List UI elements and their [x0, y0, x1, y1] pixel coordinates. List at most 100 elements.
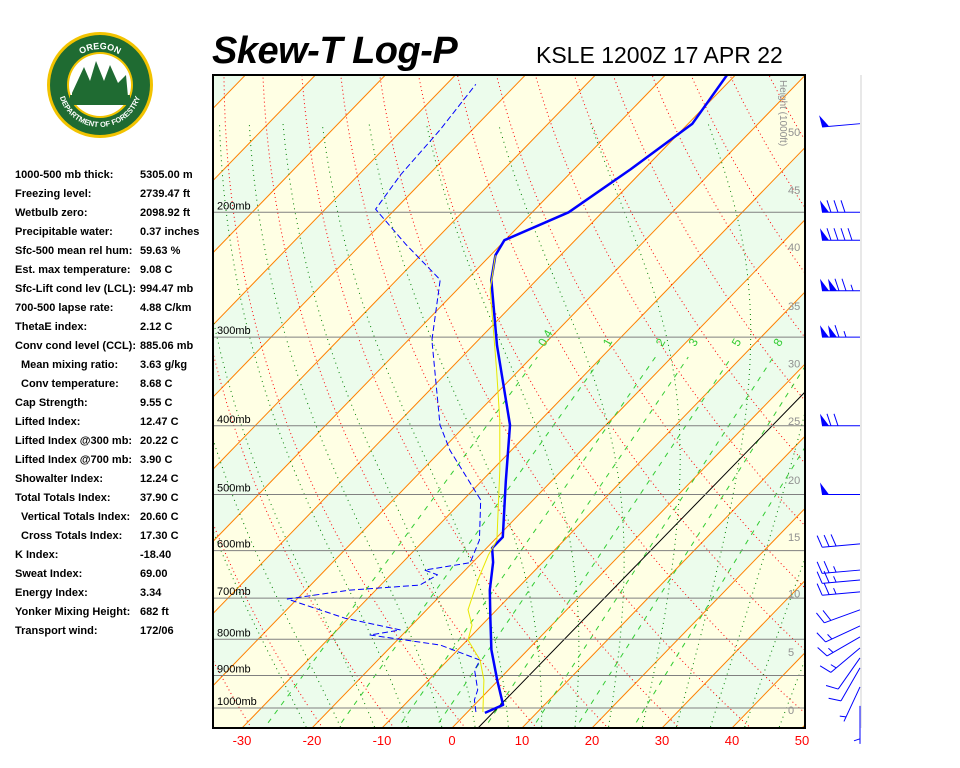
isotherm-line: [213, 75, 667, 543]
stat-label: Vertical Totals Index:: [21, 511, 131, 523]
wind-barb-staff: [822, 579, 861, 584]
stat-label: Mean mixing ratio:: [21, 359, 119, 371]
stat-row: Est. max temperature: 9.08 C: [15, 264, 215, 283]
wind-barb-half-feather: [833, 576, 837, 583]
pressure-label: 400mb: [217, 414, 251, 426]
wind-barb: [820, 482, 860, 496]
dry-adiabat: [651, 75, 805, 339]
stat-row: 700-500 lapse rate: 4.88 C/km: [15, 302, 215, 321]
stat-row: Mean mixing ratio: 3.63 g/kg: [15, 359, 215, 378]
stat-value: 994.47 mb: [140, 283, 194, 295]
station-time-label: KSLE 1200Z 17 APR 22: [536, 42, 783, 68]
stat-label: Lifted Index:: [15, 416, 81, 428]
stat-label: Yonker Mixing Height:: [15, 606, 131, 618]
wind-barb-pennant: [820, 200, 829, 213]
wind-barb-half-feather: [830, 664, 837, 669]
stat-row: Sfc-Lift cond lev (LCL): 994.47 mb: [15, 283, 215, 302]
wind-barb-staff: [830, 647, 861, 673]
wind-barb: [820, 413, 860, 427]
wind-barb-staff: [822, 591, 861, 596]
wind-barb: [820, 200, 860, 213]
isotherm-line: [241, 146, 805, 728]
temperature-tick-label: 40: [725, 733, 739, 748]
stat-label: Energy Index:: [15, 587, 88, 599]
stat-row: Cap Strength: 9.55 C: [15, 397, 215, 416]
wind-barb: [820, 278, 860, 292]
wind-barb-pennant: [828, 278, 837, 291]
wind-barb-feather: [819, 665, 832, 673]
stat-row: Sfc-500 mean rel hum: 59.63 %: [15, 245, 215, 264]
height-label: 25: [788, 416, 800, 428]
stat-row: Yonker Mixing Height: 682 ft: [15, 606, 215, 625]
stat-label: Showalter Index:: [15, 473, 104, 485]
wind-barb-half-feather: [828, 647, 834, 653]
wind-barb-pennant: [820, 413, 829, 426]
stat-label: Freezing level:: [15, 188, 92, 200]
isotherm-line: [213, 75, 457, 326]
wind-barb-staff: [824, 609, 861, 624]
wind-barb-feather: [823, 534, 830, 547]
wind-barb-feather: [826, 413, 832, 426]
isotherm-line: [0, 55, 125, 732]
stat-label: Est. max temperature:: [15, 264, 131, 276]
stat-row: Showalter Index: 12.24 C: [15, 473, 215, 492]
stat-label: Sweat Index:: [15, 568, 83, 580]
height-label: 50: [788, 127, 800, 139]
wind-barb-pennant: [820, 278, 829, 291]
wind-barb-staff: [843, 686, 861, 722]
stat-row: Lifted Index: 12.47 C: [15, 416, 215, 435]
wind-barb-pennant: [820, 482, 829, 495]
moist-adiabat: [709, 410, 805, 728]
wind-barb: [828, 667, 861, 702]
wind-barb: [819, 647, 861, 673]
dewpoint-line: [286, 83, 482, 713]
wind-barb: [816, 534, 861, 548]
isotherm-line: [521, 435, 805, 728]
page-title: Skew-T Log-P: [212, 30, 458, 72]
moist-adiabat: [743, 557, 805, 728]
height-label: 15: [788, 532, 800, 544]
wind-barb-staff: [825, 625, 861, 643]
wind-barb-feather: [828, 697, 842, 702]
height-label: 0: [788, 705, 794, 717]
stat-label: Conv cond level (CCL):: [15, 340, 137, 352]
wind-barb-feather: [823, 582, 830, 595]
wind-barb-half-feather: [843, 331, 847, 338]
stat-value: 4.88 C/km: [140, 302, 192, 314]
isotherm-line: [213, 75, 737, 615]
dry-adiabat: [797, 55, 960, 732]
stat-value: 5305.00 m: [140, 169, 193, 181]
wind-barb-feather: [834, 278, 840, 291]
isotherm-line: [0, 55, 195, 732]
svg-text:OREGON: OREGON: [77, 41, 122, 56]
wind-barb-feather: [847, 228, 853, 241]
height-label: 45: [788, 185, 800, 197]
wind-barb-feather: [823, 570, 830, 583]
height-label: 10: [788, 589, 800, 601]
wind-barb-staff: [826, 636, 861, 657]
stat-label: Conv temperature:: [21, 378, 119, 390]
dry-adiabat: [950, 55, 960, 732]
wind-barb-half-feather: [853, 738, 861, 742]
height-label: 30: [788, 359, 800, 371]
mixing-ratio-line: [434, 356, 689, 728]
wind-barb-pennant: [828, 325, 837, 338]
wind-barb: [816, 582, 861, 596]
pressure-label: 500mb: [217, 483, 251, 495]
temperature-tick-label: 10: [515, 733, 529, 748]
stat-value: 682 ft: [140, 606, 169, 618]
wind-barb: [816, 570, 861, 584]
stat-row: Wetbulb zero: 2098.92 ft: [15, 207, 215, 226]
temperature-tick-label: 30: [655, 733, 669, 748]
dry-adiabat: [213, 350, 395, 728]
stat-value: -18.40: [140, 549, 172, 561]
wind-barb-pennant: [820, 228, 829, 241]
mixing-ratio-line: [531, 356, 774, 728]
wind-barb-staff: [822, 569, 861, 574]
stat-label: Transport wind:: [15, 625, 98, 637]
isotherm-line: [0, 55, 55, 732]
wind-barb: [816, 609, 861, 624]
wind-barb-half-feather: [839, 715, 847, 718]
stat-label: 1000-500 mb thick:: [15, 169, 114, 181]
